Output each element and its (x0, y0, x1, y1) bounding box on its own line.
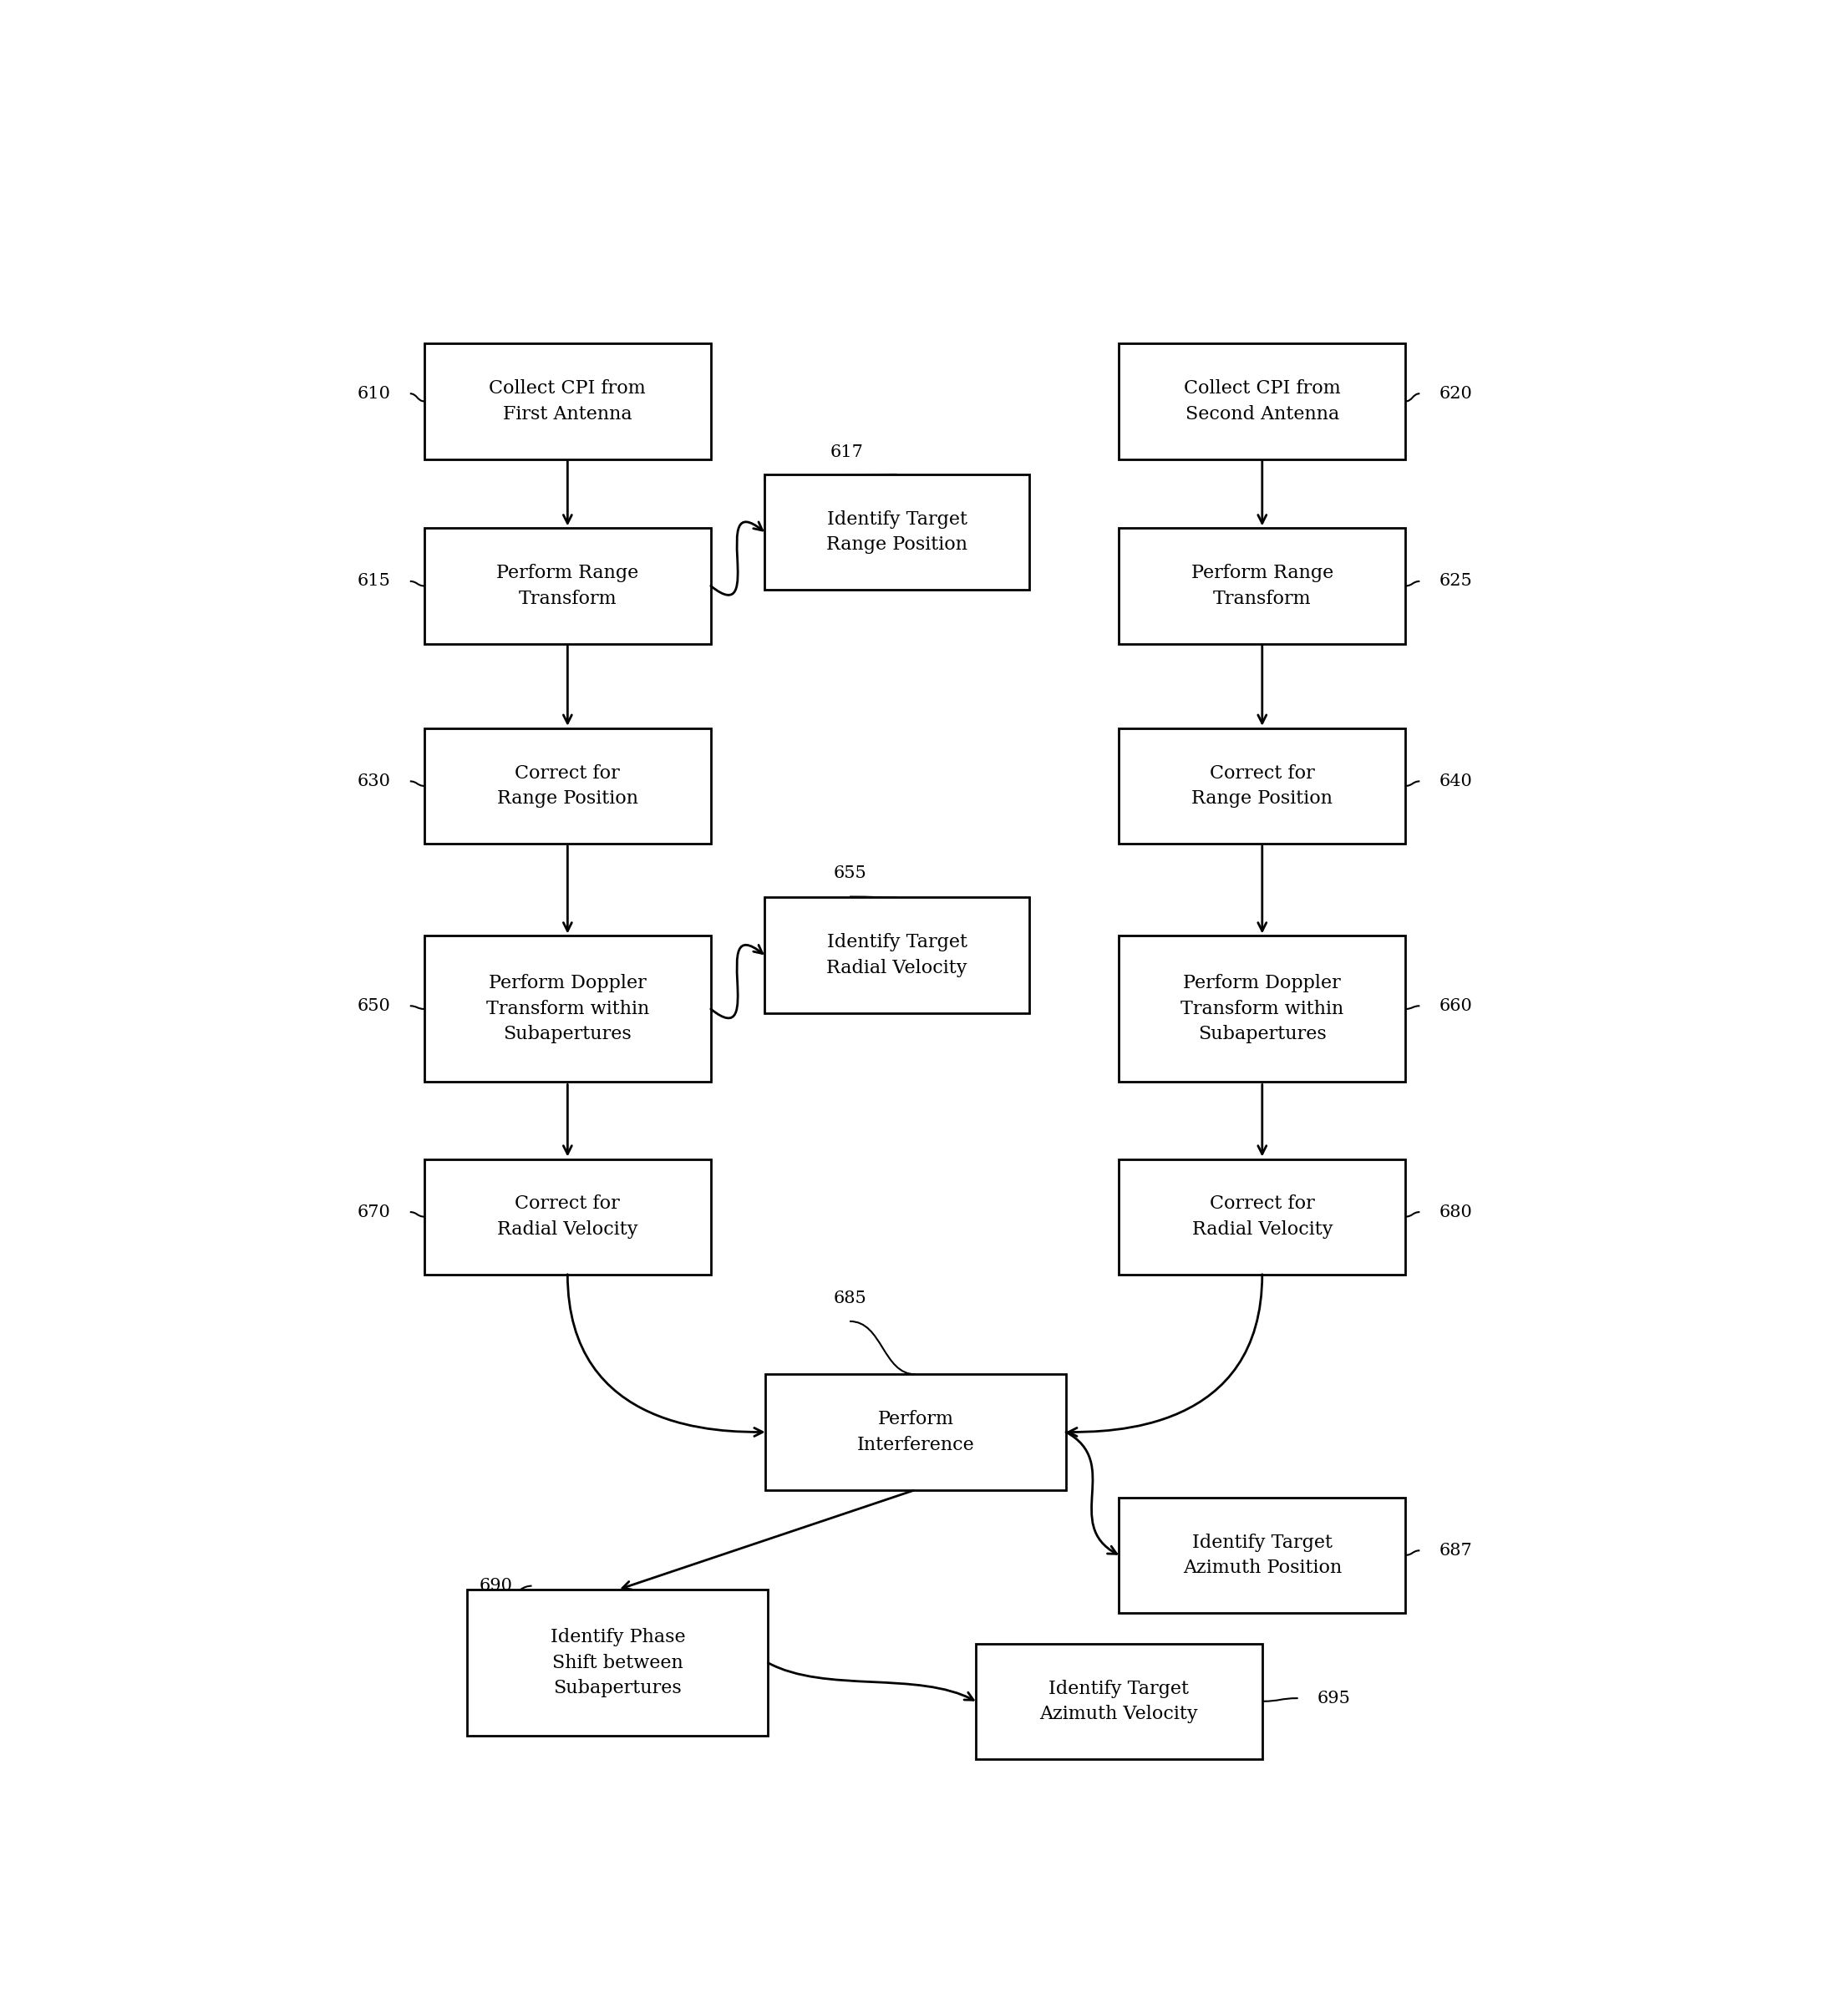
Text: Identify Phase
Shift between
Subapertures: Identify Phase Shift between Subaperture… (551, 1628, 686, 1698)
Text: Correct for
Range Position: Correct for Range Position (497, 763, 638, 807)
Bar (425, 935, 711, 1083)
Bar (468, 1590, 769, 1736)
Text: Identify Target
Range Position: Identify Target Range Position (826, 509, 968, 553)
Text: 650: 650 (357, 997, 392, 1013)
Bar (425, 727, 711, 843)
Text: Correct for
Radial Velocity: Correct for Radial Velocity (1192, 1195, 1332, 1239)
Text: Perform Range
Transform: Perform Range Transform (497, 563, 639, 607)
Text: Collect CPI from
Second Antenna: Collect CPI from Second Antenna (1185, 380, 1340, 424)
Bar (765, 474, 1029, 589)
Bar (1118, 1159, 1406, 1275)
Text: 640: 640 (1440, 773, 1473, 789)
Text: Identify Target
Azimuth Position: Identify Target Azimuth Position (1183, 1532, 1342, 1576)
FancyArrowPatch shape (1068, 1275, 1262, 1437)
Text: 685: 685 (833, 1291, 867, 1307)
Text: Identify Target
Radial Velocity: Identify Target Radial Velocity (826, 933, 967, 977)
Text: 630: 630 (357, 773, 392, 789)
Bar (976, 1644, 1262, 1758)
Bar (1118, 935, 1406, 1083)
FancyArrowPatch shape (711, 945, 763, 1019)
Text: Correct for
Range Position: Correct for Range Position (1192, 763, 1332, 807)
FancyArrowPatch shape (1066, 1433, 1116, 1554)
Text: 687: 687 (1440, 1542, 1473, 1558)
Text: 610: 610 (357, 386, 392, 402)
Text: 620: 620 (1440, 386, 1473, 402)
Text: Perform Range
Transform: Perform Range Transform (1192, 563, 1332, 607)
Text: 690: 690 (479, 1578, 512, 1594)
Bar (425, 344, 711, 460)
Text: Perform Doppler
Transform within
Subapertures: Perform Doppler Transform within Subaper… (486, 975, 649, 1043)
Text: 615: 615 (357, 573, 392, 589)
Text: 655: 655 (833, 865, 867, 881)
Text: Identify Target
Azimuth Velocity: Identify Target Azimuth Velocity (1040, 1680, 1198, 1722)
Text: 670: 670 (357, 1205, 392, 1221)
Bar (425, 527, 711, 643)
Text: Correct for
Radial Velocity: Correct for Radial Velocity (497, 1195, 638, 1239)
FancyArrowPatch shape (769, 1662, 974, 1700)
Text: 695: 695 (1318, 1690, 1351, 1706)
Bar (1118, 1497, 1406, 1612)
Text: Perform Doppler
Transform within
Subapertures: Perform Doppler Transform within Subaper… (1181, 975, 1343, 1043)
FancyArrowPatch shape (567, 1275, 763, 1437)
Bar (425, 1159, 711, 1275)
Text: 625: 625 (1440, 573, 1473, 589)
Text: 617: 617 (830, 444, 863, 460)
Text: Perform
Interference: Perform Interference (857, 1411, 974, 1455)
FancyArrowPatch shape (711, 521, 763, 595)
Bar (1118, 344, 1406, 460)
Text: 660: 660 (1440, 997, 1473, 1013)
Bar (1118, 527, 1406, 643)
Text: 680: 680 (1440, 1205, 1473, 1221)
Bar (1118, 727, 1406, 843)
Text: Collect CPI from
First Antenna: Collect CPI from First Antenna (490, 380, 647, 424)
Bar (765, 1375, 1066, 1491)
Bar (765, 897, 1029, 1013)
